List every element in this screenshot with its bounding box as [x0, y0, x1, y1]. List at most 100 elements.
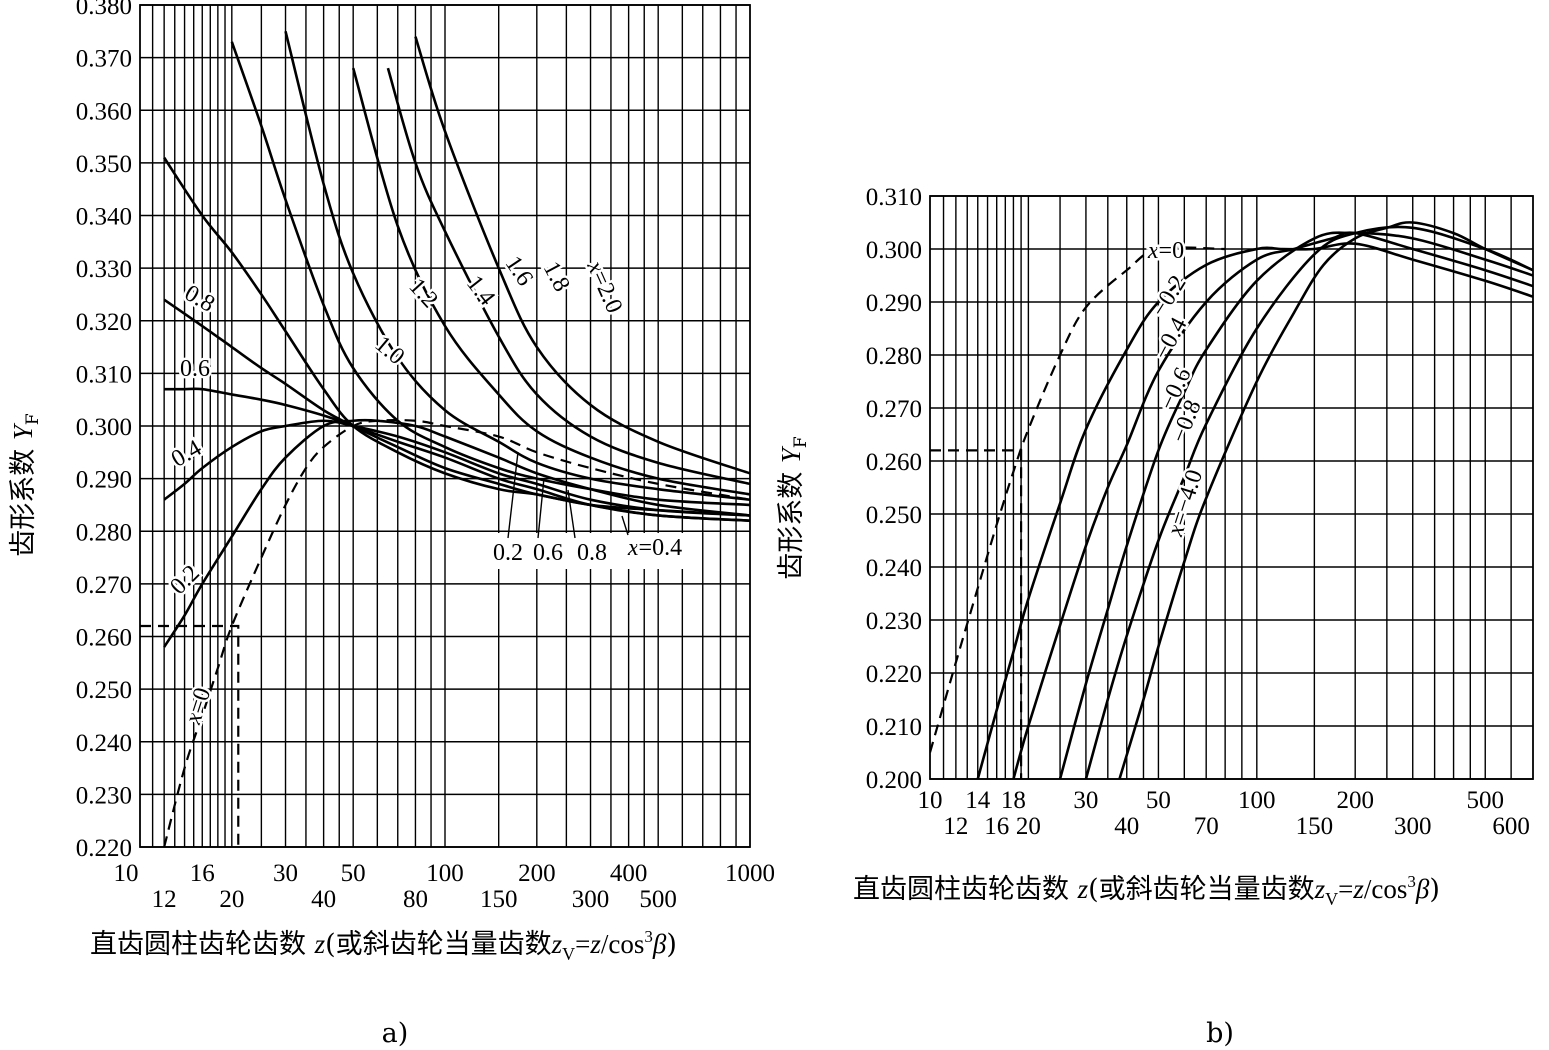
- y-tick-label: 0.230: [76, 782, 132, 809]
- x-axis-label-var: β: [1415, 874, 1430, 904]
- x-axis-label-var: β: [652, 929, 667, 959]
- label-leader: [567, 489, 576, 539]
- x-tick-label: 16: [190, 860, 215, 887]
- x-axis-label-var: z: [551, 929, 563, 959]
- x-axis-label-text: /cos: [601, 929, 645, 959]
- curve-label-val: =0: [1159, 238, 1185, 264]
- curve-label: 0.8: [577, 540, 607, 566]
- x-axis-label-eq: =: [575, 929, 590, 959]
- chart-panel-a: 0.2200.2300.2400.2500.2600.2700.2800.290…: [8, 0, 775, 1049]
- series-line: [930, 246, 1226, 753]
- x-axis-label: 直齿圆柱齿轮齿数 z(或斜齿轮当量齿数zV=z/cos3β): [853, 872, 1440, 909]
- y-tick-label: 0.240: [76, 730, 132, 757]
- x-tick-label: 300: [1394, 813, 1432, 840]
- y-tick-label: 0.210: [866, 714, 922, 741]
- y-tick-label: 0.220: [76, 835, 132, 862]
- x-tick-label: 500: [1466, 787, 1504, 814]
- series-line: [976, 242, 1533, 779]
- x-tick-label: 40: [1114, 813, 1139, 840]
- label-leader: [537, 477, 545, 539]
- x-tick-label: 300: [572, 886, 610, 913]
- curve-label: x=2.0: [581, 256, 627, 317]
- series-line: [1084, 225, 1533, 779]
- y-axis-label-sub: F: [23, 413, 43, 425]
- x-tick-label: 40: [311, 886, 336, 913]
- reference-line: [140, 624, 240, 847]
- series-line: [1118, 221, 1533, 779]
- x-tick-label: 150: [480, 886, 518, 913]
- curve-label: 0.8: [180, 280, 219, 318]
- series-line: [1058, 231, 1533, 779]
- x-axis-label-eq: =: [1338, 874, 1353, 904]
- y-tick-label: 0.270: [866, 396, 922, 423]
- x-tick-label: 30: [1073, 787, 1098, 814]
- x-axis-label-var: z: [314, 929, 326, 959]
- x-tick-label: 50: [341, 860, 366, 887]
- plot-frame: [929, 195, 1534, 780]
- x-axis-label-text: /cos: [1364, 874, 1408, 904]
- curve-label: 0.2: [165, 560, 205, 600]
- series-line: [284, 30, 750, 501]
- x-tick-label: 100: [426, 860, 464, 887]
- y-tick-label: 0.380: [76, 0, 132, 20]
- x-axis-label-sup: 3: [644, 927, 653, 946]
- x-tick-label: 500: [639, 886, 677, 913]
- y-tick-label: 0.290: [76, 467, 132, 494]
- x-tick-label: 200: [1336, 787, 1374, 814]
- label-box: [484, 533, 694, 569]
- y-tick-label: 0.260: [76, 625, 132, 652]
- x-axis-label-var: z: [1077, 874, 1089, 904]
- series-line: [163, 298, 750, 523]
- y-tick-label: 0.250: [866, 502, 922, 529]
- x-tick-label: 30: [273, 860, 298, 887]
- y-tick-label: 0.340: [76, 204, 132, 231]
- curve-label-var: x: [627, 535, 639, 561]
- x-tick-label: 16: [984, 813, 1009, 840]
- y-axis-label: 齿形系数 YF: [776, 436, 811, 580]
- y-axis-label-sub: F: [791, 436, 811, 448]
- curve-label-val: =2.0: [586, 267, 627, 317]
- x-tick-label: 600: [1492, 813, 1530, 840]
- chart-panel-b: 0.200 0.210 0.220 0.230 0.240 0.250 0.260 0.270…: [776, 184, 1534, 1049]
- series-line: [414, 36, 750, 475]
- x-axis-label-var: z: [589, 929, 601, 959]
- x-tick-label: 50: [1146, 787, 1171, 814]
- x-axis-label-var: z: [1352, 874, 1364, 904]
- y-tick-label: 0.280: [866, 343, 922, 370]
- curve-label: x=−4.0: [1162, 467, 1208, 540]
- y-tick-label: 0.350: [76, 151, 132, 178]
- curve-label: −0.4: [1149, 313, 1192, 364]
- x-axis-label: 直齿圆柱齿轮齿数 z(或斜齿轮当量齿数zV=z/cos3β): [90, 927, 677, 964]
- series-group: [930, 221, 1533, 779]
- x-axis-label-var: z: [1314, 874, 1326, 904]
- x-axis-label-sup: 3: [1407, 872, 1416, 891]
- curve-label: 0.2: [493, 540, 523, 566]
- curve-label: 0.6: [533, 540, 563, 566]
- x-tick-label: 20: [219, 886, 244, 913]
- x-axis-label-text: ): [666, 929, 677, 960]
- y-tick-label: 0.280: [76, 519, 132, 546]
- x-tick-label: 80: [403, 886, 428, 913]
- series-line: [230, 41, 750, 507]
- x-axis-label-text: ): [1429, 874, 1440, 905]
- curve-label-val: =−4.0: [1166, 467, 1208, 529]
- y-tick-label: 0.200: [866, 767, 922, 794]
- x-tick-label: 100: [1238, 787, 1276, 814]
- x-tick-label: 18: [1001, 787, 1026, 814]
- y-tick-label: 0.370: [76, 46, 132, 73]
- y-tick-label: 0.300: [866, 237, 922, 264]
- x-axis-label-sub: V: [562, 944, 575, 964]
- y-tick-label: 0.270: [76, 572, 132, 599]
- y-tick-label: 0.320: [76, 309, 132, 336]
- y-axis-label: 齿形系数 YF: [8, 413, 43, 557]
- series-group: [163, 30, 750, 847]
- panel-caption: b): [1206, 1018, 1234, 1049]
- y-axis-label-text: 齿形系数: [8, 440, 39, 557]
- x-tick-label: 150: [1296, 813, 1334, 840]
- x-axis-label-text: (或斜齿轮当量齿数: [1088, 874, 1315, 905]
- x-axis-label-text: (或斜齿轮当量齿数: [325, 929, 552, 960]
- curve-label: 1.8: [538, 257, 575, 296]
- curve-label: 0.4: [167, 435, 206, 473]
- y-tick-label: 0.290: [866, 290, 922, 317]
